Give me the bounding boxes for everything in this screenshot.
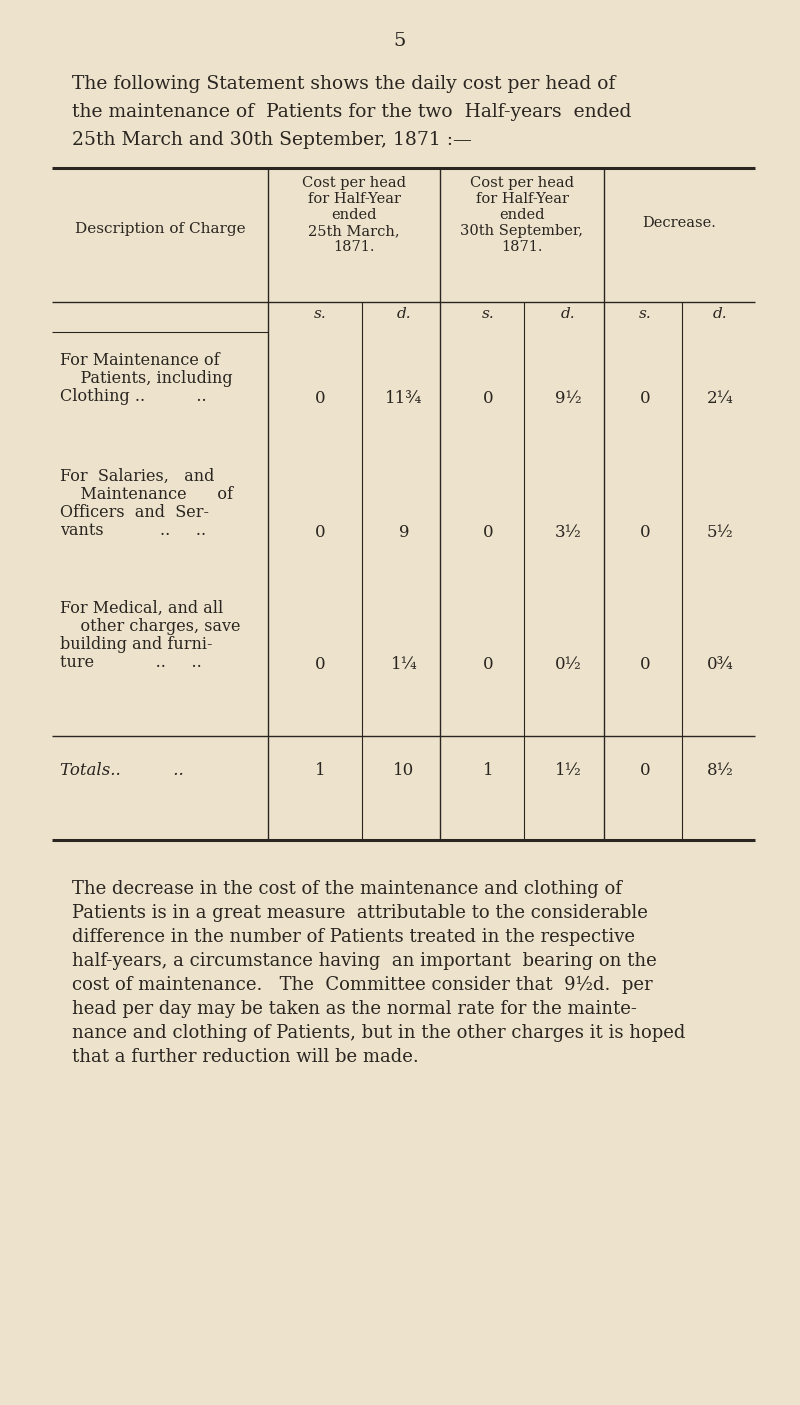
Text: Clothing ..          ..: Clothing .. ..	[60, 388, 206, 405]
Text: for Half-Year: for Half-Year	[475, 192, 569, 207]
Text: cost of maintenance.   The  Committee consider that  9½d.  per: cost of maintenance. The Committee consi…	[72, 976, 653, 995]
Text: For Medical, and all: For Medical, and all	[60, 600, 223, 617]
Text: The decrease in the cost of the maintenance and clothing of: The decrease in the cost of the maintena…	[72, 880, 622, 898]
Text: Patients is in a great measure  attributable to the considerable: Patients is in a great measure attributa…	[72, 903, 648, 922]
Text: 5: 5	[394, 32, 406, 51]
Text: s.: s.	[482, 308, 494, 320]
Text: 0: 0	[640, 391, 650, 407]
Text: nance and clothing of Patients, but in the other charges it is hoped: nance and clothing of Patients, but in t…	[72, 1024, 686, 1043]
Text: 2¼: 2¼	[706, 391, 734, 407]
Text: 10: 10	[394, 762, 414, 778]
Text: ended: ended	[499, 208, 545, 222]
Text: 0: 0	[640, 524, 650, 541]
Text: 1871.: 1871.	[334, 240, 374, 254]
Text: 9½: 9½	[554, 391, 582, 407]
Text: d.: d.	[713, 308, 727, 320]
Text: 0: 0	[482, 391, 494, 407]
Text: Maintenance      of: Maintenance of	[60, 486, 233, 503]
Text: Totals..          ..: Totals.. ..	[60, 762, 184, 778]
Text: 8½: 8½	[706, 762, 734, 778]
Text: 1: 1	[482, 762, 494, 778]
Text: 1871.: 1871.	[502, 240, 542, 254]
Text: Description of Charge: Description of Charge	[74, 222, 246, 236]
Text: for Half-Year: for Half-Year	[307, 192, 401, 207]
Text: head per day may be taken as the normal rate for the mainte-: head per day may be taken as the normal …	[72, 1000, 637, 1019]
Text: 25th March and 30th September, 1871 :—: 25th March and 30th September, 1871 :—	[72, 131, 472, 149]
Text: other charges, save: other charges, save	[60, 618, 241, 635]
Text: 30th September,: 30th September,	[461, 223, 583, 237]
Text: vants           ..     ..: vants .. ..	[60, 523, 206, 540]
Text: 0: 0	[482, 524, 494, 541]
Text: 0¾: 0¾	[706, 656, 734, 673]
Text: Officers  and  Ser-: Officers and Ser-	[60, 504, 209, 521]
Text: 0½: 0½	[554, 656, 582, 673]
Text: 0: 0	[314, 391, 326, 407]
Text: ended: ended	[331, 208, 377, 222]
Text: Decrease.: Decrease.	[642, 216, 717, 230]
Text: building and furni-: building and furni-	[60, 636, 213, 653]
Text: d.: d.	[397, 308, 411, 320]
Text: 1¼: 1¼	[390, 656, 418, 673]
Text: d.: d.	[561, 308, 575, 320]
Text: s.: s.	[638, 308, 651, 320]
Text: Patients, including: Patients, including	[60, 370, 233, 386]
Text: The following Statement shows the daily cost per head of: The following Statement shows the daily …	[72, 74, 615, 93]
Text: the maintenance of  Patients for the two  Half-years  ended: the maintenance of Patients for the two …	[72, 103, 631, 121]
Text: Cost per head: Cost per head	[302, 176, 406, 190]
Text: 3½: 3½	[554, 524, 582, 541]
Text: that a further reduction will be made.: that a further reduction will be made.	[72, 1048, 418, 1066]
Text: 5½: 5½	[706, 524, 734, 541]
Text: difference in the number of Patients treated in the respective: difference in the number of Patients tre…	[72, 927, 635, 946]
Text: s.: s.	[314, 308, 326, 320]
Text: 0: 0	[640, 762, 650, 778]
Text: 1½: 1½	[554, 762, 582, 778]
Text: For Maintenance of: For Maintenance of	[60, 353, 220, 370]
Text: half-years, a circumstance having  an important  bearing on the: half-years, a circumstance having an imp…	[72, 953, 657, 969]
Text: 9: 9	[398, 524, 410, 541]
Text: 0: 0	[482, 656, 494, 673]
Text: For  Salaries,   and: For Salaries, and	[60, 468, 214, 485]
Text: 0: 0	[314, 524, 326, 541]
Text: ture            ..     ..: ture .. ..	[60, 653, 202, 672]
Text: 0: 0	[640, 656, 650, 673]
Text: 0: 0	[314, 656, 326, 673]
Text: 11¾: 11¾	[386, 391, 422, 407]
Text: 1: 1	[314, 762, 326, 778]
Text: 25th March,: 25th March,	[308, 223, 400, 237]
Text: Cost per head: Cost per head	[470, 176, 574, 190]
